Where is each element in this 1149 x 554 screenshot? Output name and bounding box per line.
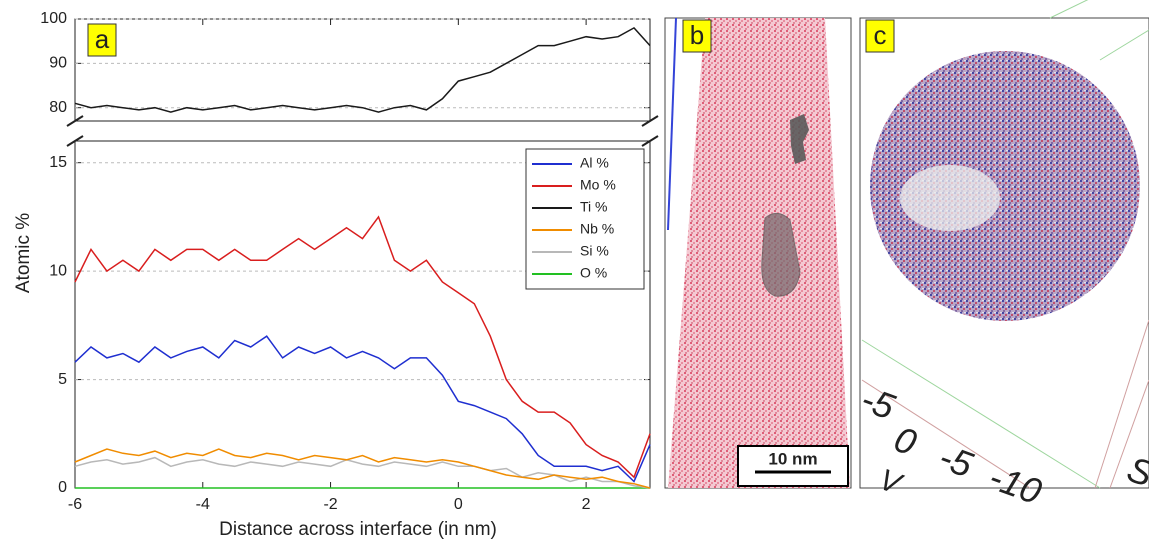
- legend-box: [525, 148, 645, 290]
- y-tick-label: 90: [49, 55, 67, 72]
- panel-c: c 0 -5 -10 -5 V S: [856, 0, 1149, 512]
- x-tick-label: 0: [454, 496, 463, 513]
- grid-decor: [1094, 319, 1149, 489]
- grid-decor: [861, 339, 1101, 489]
- legend-label: Nb %: [580, 221, 614, 237]
- x-axis-title: Distance across interface (in nm): [219, 519, 497, 540]
- axis-break: [66, 135, 84, 147]
- cross-section: [870, 51, 1140, 321]
- grid-decor: [1109, 379, 1149, 489]
- y-tick-label: 10: [49, 262, 67, 279]
- x-tick-label: 2: [582, 496, 591, 513]
- axis-break: [641, 135, 659, 147]
- grid-decor: [1099, 29, 1149, 61]
- x-tick-label: -4: [196, 496, 210, 513]
- series-line: [74, 456, 651, 489]
- legend-label: O %: [580, 265, 607, 281]
- y-axis-title: Atomic %: [13, 213, 34, 293]
- legend-label: Si %: [580, 243, 609, 259]
- series-line: [74, 448, 651, 489]
- x-tick-label: -2: [323, 496, 337, 513]
- axis-break: [641, 115, 659, 127]
- legend-label: Ti %: [580, 199, 607, 215]
- axis-line: [667, 17, 677, 231]
- panel-label-box: [87, 23, 117, 57]
- panel-label-box: [865, 19, 895, 53]
- series-line: [74, 26, 651, 113]
- y-tick-label: 80: [49, 99, 67, 116]
- y-tick-label: 5: [58, 371, 67, 388]
- panel-label: a: [95, 24, 110, 54]
- x-tick-label: -6: [68, 496, 82, 513]
- cluster: [761, 213, 801, 297]
- y-tick-label: 0: [58, 479, 67, 496]
- y-tick-label: 100: [40, 10, 67, 27]
- series-line: [74, 335, 651, 483]
- panel-label-box: [682, 19, 712, 53]
- scale-bar-box: [737, 445, 849, 487]
- grid-decor: [861, 379, 1031, 489]
- y-tick-label: 15: [49, 154, 67, 171]
- panel-label: b: [690, 20, 704, 50]
- axis-break: [66, 115, 84, 127]
- scale-bar-label: 10 nm: [768, 449, 817, 468]
- cluster: [790, 114, 809, 164]
- grid-decor: [1049, 0, 1089, 19]
- panel-b: b 10 nm: [664, 17, 852, 489]
- legend-label: Mo %: [580, 177, 616, 193]
- legend-label: Al %: [580, 155, 609, 171]
- panel-label: c: [874, 20, 887, 50]
- plot-frame: [74, 18, 651, 122]
- depleted-region: [900, 165, 1000, 231]
- series-line: [74, 215, 651, 479]
